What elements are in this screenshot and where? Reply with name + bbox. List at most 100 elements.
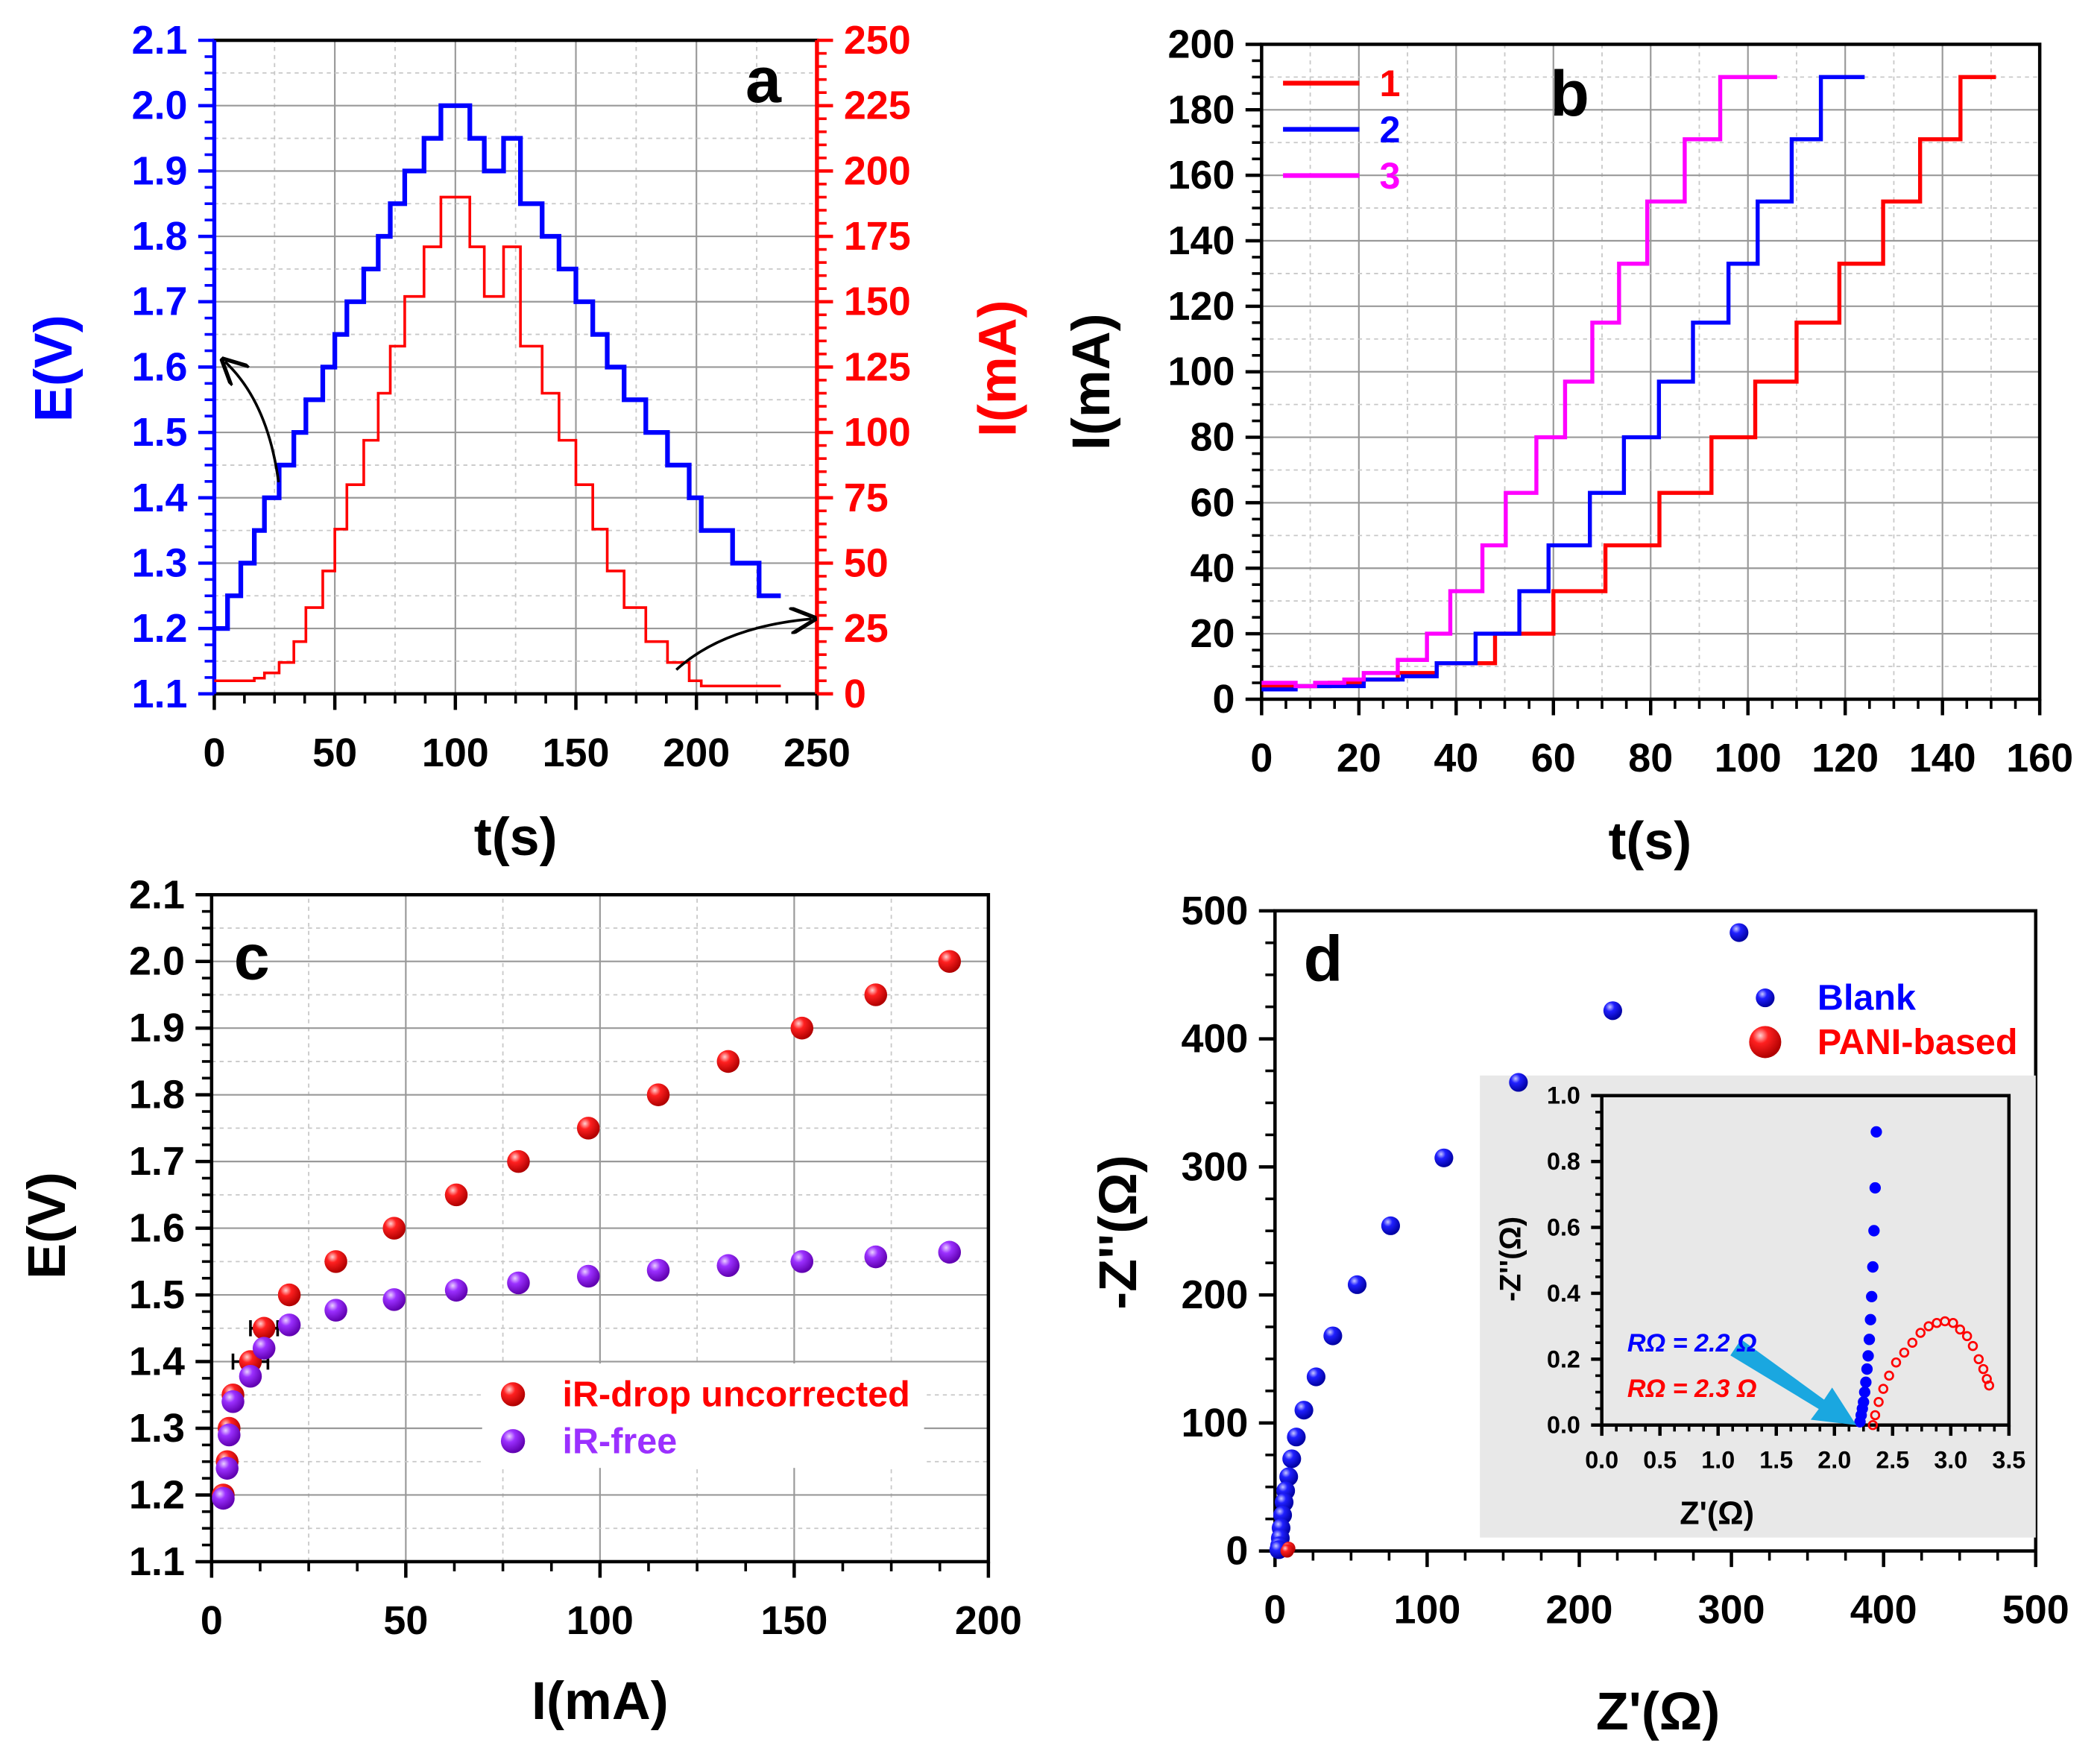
y2-tick-label: 50 [844,540,889,585]
x-tick-label: 40 [1434,736,1478,780]
x-tick-label: 60 [1531,736,1576,780]
x-tick-label: 50 [383,1598,428,1643]
data-point-uncorrected [646,1083,670,1106]
panel-a-chart: 0 50 100 150 200 2501.11.21.31.41.51.61.71.81… [24,18,1028,867]
y-tick-label: 1.4 [132,476,188,520]
inset-x-axis-title: Z'(Ω) [1680,1495,1754,1531]
x-tick-label: 120 [1812,736,1879,780]
data-point-ir-free [218,1423,241,1447]
data-point-blank [1294,1401,1314,1420]
x-tick-label: 200 [955,1598,1022,1643]
inset-point-blank [1863,1334,1876,1346]
y-axis-title: E(V) [17,1172,77,1279]
y-tick-label: 1.7 [132,280,188,324]
data-point-uncorrected [382,1217,406,1240]
x-tick-label: 0 [201,1598,223,1643]
inset-point-blank [1869,1182,1882,1194]
y2-tick-label: 200 [844,148,911,193]
data-point-ir-free [212,1486,235,1510]
inset-point-pani [1978,1363,1989,1375]
data-point-ir-free [938,1240,962,1264]
x-tick-label: 1.5 [1759,1446,1793,1473]
y-tick-label: 1.6 [129,1206,185,1251]
y-tick-label: 0.8 [1547,1148,1580,1175]
data-point-blank [1509,1073,1528,1092]
y-tick-label: 1.2 [132,606,188,651]
x-tick-label: 50 [312,731,357,775]
y-tick-label: 1.4 [129,1340,185,1384]
inset-point-blank [1864,1313,1876,1325]
data-point-blank [1306,1367,1326,1387]
y-tick-label: 1.3 [132,540,188,585]
y-tick-label: 100 [1168,350,1235,394]
x-tick-label: 100 [422,731,489,775]
data-point-ir-free [324,1299,347,1322]
panel-b-chart: 0 20 40 60 80 100 120 140 160 0 20 40 60 80 100 120 140 1… [1062,22,2073,871]
inset-point-pani [1915,1328,1926,1338]
series-3-line [1261,75,1777,689]
x-axis-title: t(s) [474,807,558,867]
x-tick-label: 500 [2002,1588,2069,1633]
current-step-line [214,195,781,688]
y-tick-label: 1.3 [129,1406,185,1451]
legend-background [482,1363,924,1469]
data-point-blank [1603,1001,1622,1021]
y-tick-label: 2.1 [132,18,188,63]
y-tick-label: 500 [1181,889,1248,933]
data-point-uncorrected [507,1149,530,1173]
data-point-uncorrected [277,1283,301,1307]
y-tick-label: 100 [1181,1401,1248,1445]
inset-point-pani [1955,1324,1966,1335]
y-tick-label: 120 [1168,284,1235,329]
panel-label: c [234,922,270,994]
x-tick-label: 400 [1850,1588,1917,1633]
y-tick-label: 60 [1190,480,1235,525]
x-tick-label: 300 [1698,1588,1765,1633]
inset-point-blank [1858,1386,1870,1398]
inset-arrow-icon [1730,1339,1857,1425]
data-point-ir-free [790,1250,814,1273]
legend-marker [1749,1026,1782,1059]
inset-y-axis-title: -Z''(Ω) [1495,1217,1527,1302]
y-tick-label: 1.6 [132,344,188,389]
y-tick-label: 1.9 [132,148,188,193]
panel-c-chart: 0 50 100 150 200 1.1 1.2 1.3 1.4 1.5 1.6 1.7 1.8 1.9 2… [17,872,1022,1731]
data-point-ir-free [382,1288,406,1311]
y2-tick-label: 150 [844,280,911,324]
x-tick-label: 250 [783,731,851,775]
annotation-pani-resistance: RΩ = 2.3 Ω [1627,1375,1757,1403]
data-point-ir-free [277,1313,301,1337]
x-tick-label: 0 [1264,1588,1286,1633]
data-point-uncorrected [324,1250,347,1273]
y-tick-label: 1.9 [129,1006,185,1050]
y-tick-label: 300 [1181,1144,1248,1189]
data-point-ir-free [576,1264,600,1288]
x-tick-label: 150 [760,1598,827,1643]
inset-point-blank [1867,1261,1879,1273]
x-tick-label: 2.5 [1876,1446,1909,1473]
y-tick-label: 200 [1168,22,1235,66]
inset-point-blank [1860,1376,1872,1388]
x-tick-label: 0.0 [1585,1446,1618,1473]
y-tick-label: 1.2 [129,1472,185,1517]
y-tick-label: 2.0 [132,83,188,128]
y-tick-label: 1.0 [1547,1082,1580,1109]
x-tick-label: 80 [1628,736,1673,780]
inset-point-pani [1884,1370,1894,1381]
y-tick-label: 0.4 [1547,1280,1580,1307]
legend-label: iR-drop uncorrected [563,1374,910,1414]
y-tick-label: 2.0 [129,939,185,984]
data-point-blank [1347,1275,1367,1294]
data-point-ir-free [221,1390,245,1413]
x-axis-title: Z'(Ω) [1596,1682,1720,1741]
data-point-blank [1323,1326,1343,1346]
data-point-uncorrected [716,1050,740,1073]
y2-tick-label: 125 [844,344,911,389]
x-tick-label: 200 [663,731,730,775]
y2-axis-title: I(mA) [968,300,1027,437]
potential-step-line [214,103,781,631]
data-point-uncorrected [252,1316,276,1340]
data-point-blank [1729,923,1749,942]
panel-d-chart: 0 100 200 300 400 500 0 100 200 300 400 500 0.0 0.5 1.… [1088,889,2069,1741]
